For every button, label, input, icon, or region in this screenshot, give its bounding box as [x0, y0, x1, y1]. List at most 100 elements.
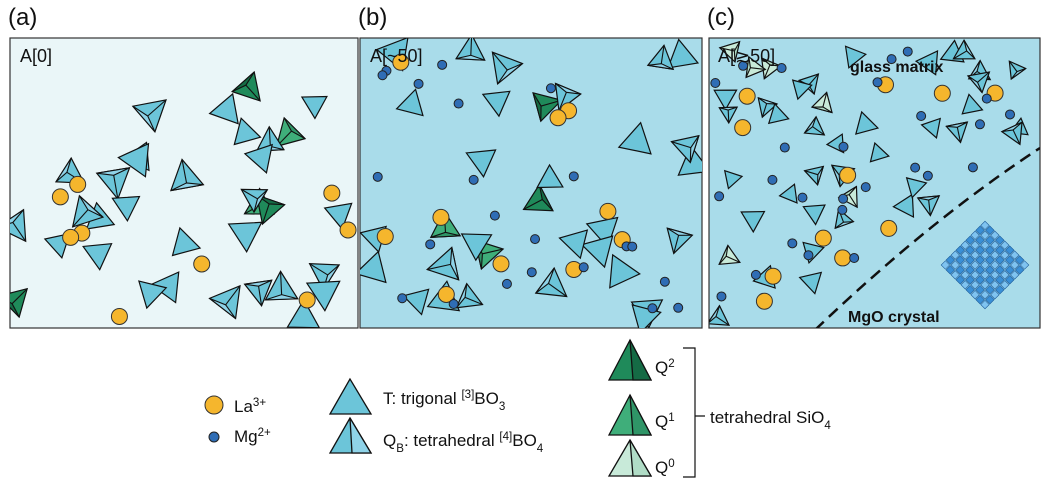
text-run: BO — [512, 431, 537, 450]
mg-ion — [975, 120, 984, 129]
text-run: Q — [383, 431, 396, 450]
mg-ion — [449, 299, 458, 308]
la-ion — [493, 256, 509, 272]
la-ion — [934, 85, 950, 101]
mg-ion — [903, 47, 912, 56]
la-ion — [881, 220, 897, 236]
legend-label: QB: tetrahedral [4]BO4 — [383, 431, 544, 455]
mg-ion — [982, 94, 991, 103]
la-ion — [377, 228, 393, 244]
mg-ion — [398, 294, 407, 303]
text-run: Q — [655, 358, 668, 377]
text-run: [4] — [499, 431, 512, 443]
legend-label: Mg2+ — [234, 427, 271, 446]
text-run: 4 — [537, 443, 544, 455]
text-run: : tetrahedral — [404, 431, 499, 450]
legend-mg-icon — [209, 432, 219, 442]
region-label: MgO crystal — [848, 309, 940, 326]
legend: La3+ Mg2+ T: trigonal [3]BO3 QB: tetrahe… — [205, 340, 831, 477]
mg-ion — [923, 171, 932, 180]
mg-ion — [648, 304, 657, 313]
la-ion — [765, 268, 781, 284]
mg-ion — [1006, 110, 1015, 119]
text-run: tetrahedral SiO — [710, 408, 824, 427]
mg-ion — [674, 303, 683, 312]
la-ion — [756, 293, 772, 309]
panel-label: (b) — [358, 4, 387, 31]
panel-tag: A[~50] — [370, 46, 423, 66]
figure: (a) (b) (c) A[0] A[~50] A[≳50] glass mat… — [0, 0, 1043, 479]
mg-ion — [751, 270, 760, 279]
la-ion — [111, 308, 127, 324]
text-run: [3] — [461, 389, 474, 401]
text-run: Mg — [234, 427, 258, 446]
mg-ion — [838, 205, 847, 214]
mg-ion — [804, 251, 813, 260]
text-run: La — [234, 397, 253, 416]
text-run: 1 — [668, 412, 674, 424]
la-ion — [194, 256, 210, 272]
text-run: T: trigonal — [383, 389, 461, 408]
text-run: 2 — [668, 358, 674, 370]
mg-ion — [861, 183, 870, 192]
mg-ion — [780, 143, 789, 152]
la-ion — [815, 230, 831, 246]
mg-ion — [569, 172, 578, 181]
legend-q1-icon — [609, 395, 651, 435]
text-run: 2+ — [258, 427, 271, 439]
mg-ion — [839, 194, 848, 203]
text-run: Q — [655, 458, 668, 477]
mg-ion — [968, 163, 977, 172]
text-run: Q — [655, 412, 668, 431]
legend-label: tetrahedral SiO4 — [710, 408, 831, 432]
mg-ion — [850, 254, 859, 263]
la-ion — [52, 189, 68, 205]
la-ion — [550, 110, 566, 126]
mg-ion — [546, 84, 555, 93]
la-ion — [70, 176, 86, 192]
mg-ion — [628, 242, 637, 251]
mg-ion — [438, 60, 447, 69]
legend-label: Q1 — [655, 412, 675, 431]
panel-tag: A[0] — [20, 46, 52, 66]
mg-ion — [917, 112, 926, 121]
legend-la-icon — [205, 396, 223, 414]
mg-ion — [502, 279, 511, 288]
la-ion — [299, 292, 315, 308]
legend-q0-icon — [609, 440, 651, 476]
panel-label: (c) — [707, 4, 735, 31]
legend-label: Q0 — [655, 458, 675, 477]
legend-bracket — [683, 348, 705, 477]
mg-ion — [490, 211, 499, 220]
mg-ion — [531, 235, 540, 244]
tetrahedral-edge — [728, 110, 729, 123]
mg-ion — [873, 78, 882, 87]
la-ion — [63, 229, 79, 245]
la-ion — [433, 209, 449, 225]
mg-ion — [426, 240, 435, 249]
mg-ion — [715, 192, 724, 201]
mg-ion — [469, 175, 478, 184]
la-ion — [600, 203, 616, 219]
mg-ion — [798, 193, 807, 202]
mg-ion — [768, 175, 777, 184]
text-run: 4 — [824, 420, 831, 432]
mg-ion — [788, 239, 797, 248]
legend-label: Q2 — [655, 358, 675, 377]
mg-ion — [660, 277, 669, 286]
mg-ion — [777, 64, 786, 73]
mg-ion — [579, 263, 588, 272]
mg-ion — [839, 142, 848, 151]
panel-tag: A[≳50] — [718, 46, 775, 66]
la-ion — [735, 120, 751, 136]
mg-ion — [711, 78, 720, 87]
text-run: 0 — [668, 458, 674, 470]
la-ion — [835, 250, 851, 266]
region-label: glass matrix — [850, 59, 943, 76]
text-run: 3+ — [253, 397, 266, 409]
la-ion — [324, 185, 340, 201]
mg-ion — [378, 71, 387, 80]
la-ion — [340, 222, 356, 238]
la-ion — [739, 88, 755, 104]
text-run: BO — [474, 389, 499, 408]
